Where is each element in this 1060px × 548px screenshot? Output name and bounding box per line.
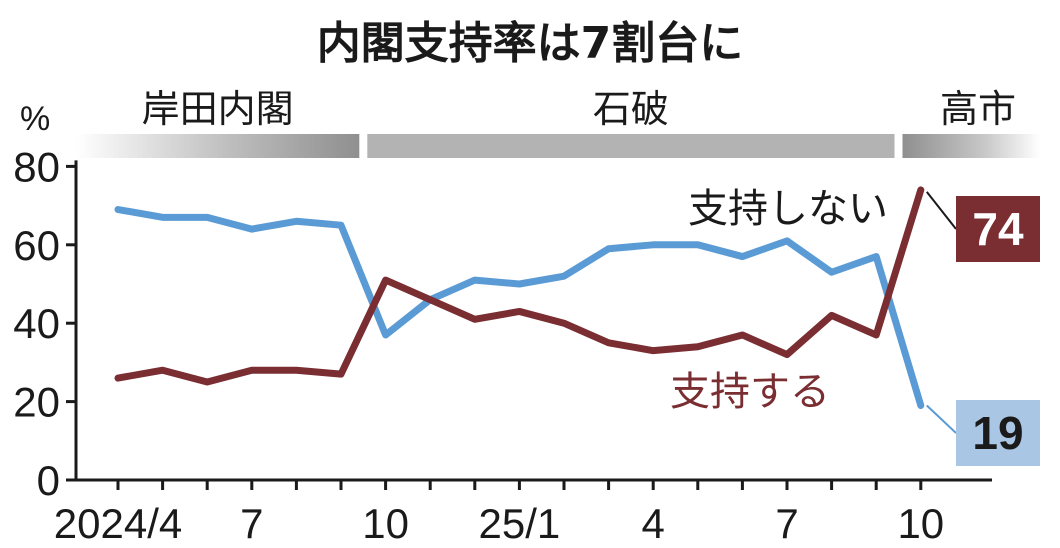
y-tick-label: 20	[13, 379, 60, 426]
x-tick-label: 7	[240, 500, 263, 547]
era-bands: 岸田内閣 石破 高市	[76, 87, 1040, 158]
x-tick-label: 2024/4	[54, 500, 182, 547]
series-line	[114, 186, 925, 386]
end-value-badge	[956, 196, 1040, 262]
end-value-label: 74	[972, 203, 1024, 255]
x-tick-label: 10	[897, 500, 944, 547]
y-tick-label: 80	[13, 143, 60, 190]
y-tick-label: 60	[13, 222, 60, 269]
x-tick-label: 4	[642, 500, 665, 547]
y-tick-label: 0	[37, 457, 60, 504]
series-label: 支持する	[670, 369, 830, 415]
x-tick-label: 25/1	[479, 500, 561, 547]
era-band	[367, 134, 895, 158]
y-unit-label: %	[20, 100, 50, 138]
era-band	[902, 134, 1040, 158]
series-label: 支持しない	[688, 186, 888, 232]
era-label: 高市	[940, 87, 1016, 131]
era-label: 石破	[593, 87, 669, 131]
era-band	[76, 134, 360, 158]
end-value-label: 19	[972, 407, 1023, 459]
y-tick-label: 40	[13, 300, 60, 347]
era-label: 岸田内閣	[142, 87, 294, 131]
chart-title: 内閣支持率は7割台に	[317, 18, 744, 69]
leader-line	[926, 191, 957, 230]
end-value-badge	[956, 400, 1040, 466]
x-tick-label: 7	[775, 500, 798, 547]
axes: 0 20 40 60 80 2024/4 7 10 25/1 4 7 10	[13, 143, 992, 547]
x-tick-label: 10	[362, 500, 409, 547]
series-line	[114, 206, 925, 410]
leader-line	[926, 404, 957, 434]
series-lines	[114, 186, 925, 410]
